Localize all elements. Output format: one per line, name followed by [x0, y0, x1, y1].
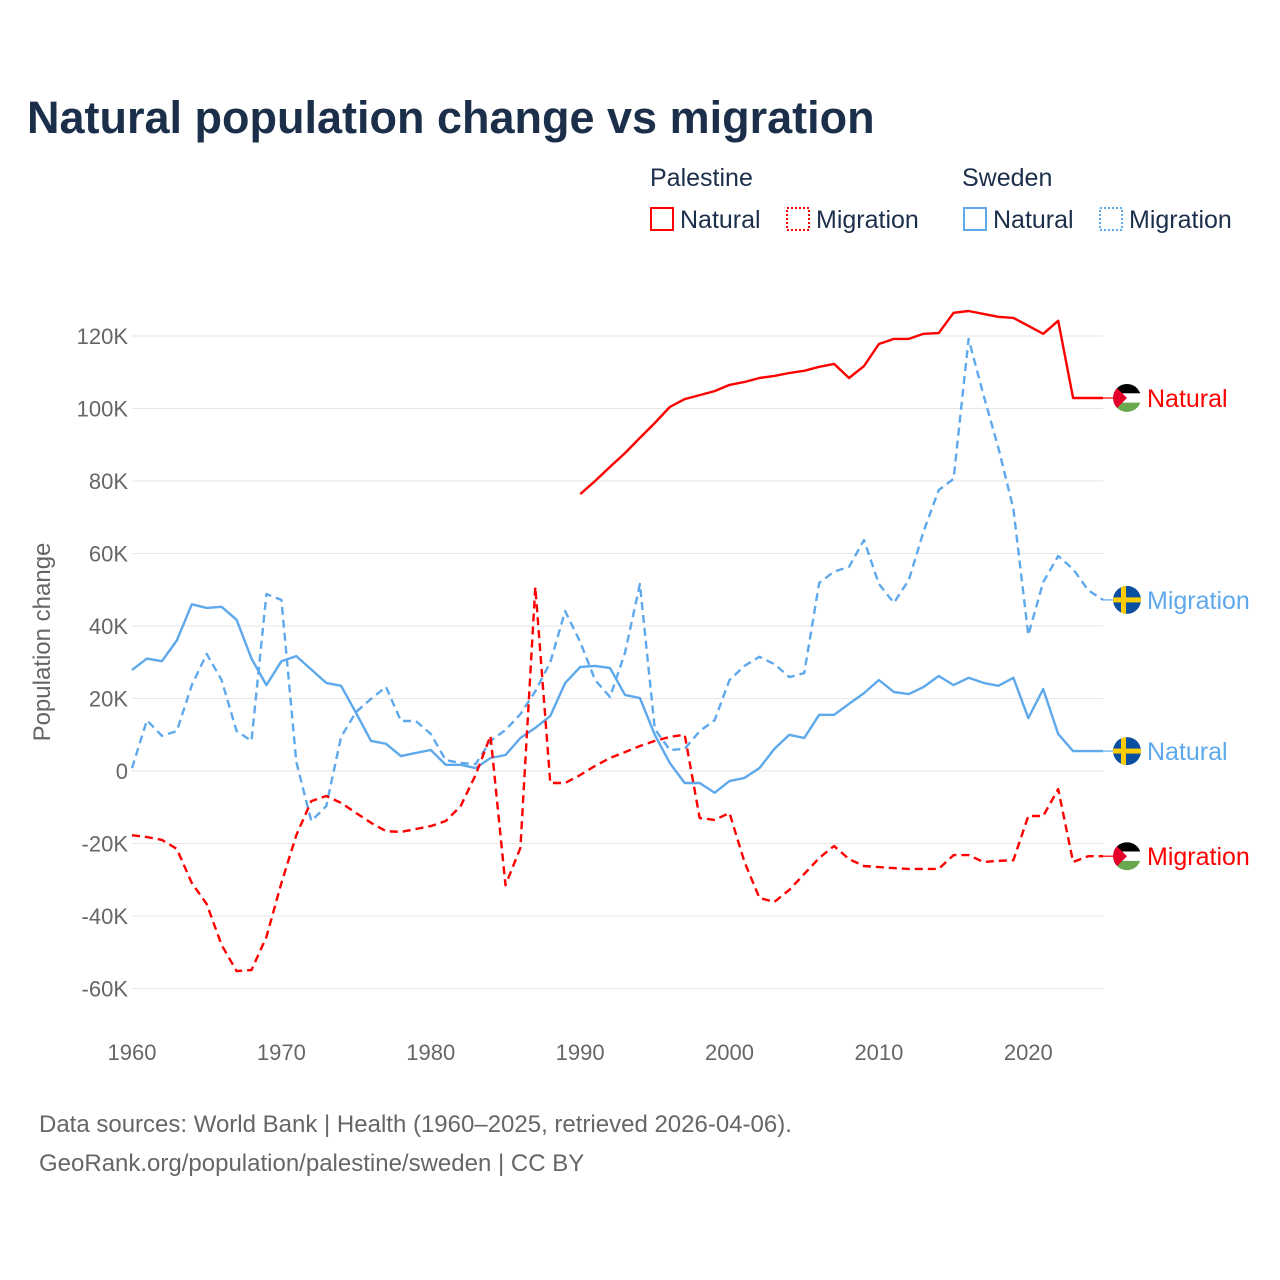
legend-label-palestine-migration[interactable]: Migration — [816, 206, 919, 234]
y-tick-label: 20K — [89, 687, 128, 712]
y-ticks: -60K -40K -20K 0 20K 40K 60K 80K 100K 120K — [77, 324, 129, 1002]
legend-label-palestine-natural[interactable]: Natural — [680, 206, 761, 234]
y-tick-label: 0 — [116, 759, 128, 784]
legend: Palestine Natural Migration Sweden Natur… — [650, 164, 1232, 234]
y-tick-label: 80K — [89, 469, 128, 494]
y-tick-label: 100K — [77, 397, 129, 422]
y-axis-label: Population change — [29, 543, 56, 742]
palestine-flag-icon — [1113, 383, 1141, 412]
end-label: Natural — [1147, 385, 1228, 413]
chart-title: Natural population change vs migration — [27, 92, 875, 143]
x-tick-label: 1980 — [406, 1040, 455, 1065]
series-line-sweden-natural[interactable] — [131, 603, 1103, 794]
x-ticks: 1960 1970 1980 1990 2000 2010 2020 — [108, 1040, 1053, 1065]
gridlines — [132, 335, 1103, 989]
y-tick-label: -20K — [82, 832, 129, 857]
legend-swatch-sweden-natural — [963, 207, 987, 231]
sweden-flag-icon — [1113, 585, 1141, 614]
x-tick-label: 2010 — [854, 1040, 903, 1065]
source-line-2[interactable]: GeoRank.org/population/palestine/sweden … — [39, 1150, 584, 1177]
legend-swatch-palestine-natural — [650, 207, 674, 231]
y-tick-label: -40K — [82, 904, 129, 929]
y-tick-label: 40K — [89, 614, 128, 639]
y-tick-label: -60K — [82, 977, 129, 1002]
series-line-palestine-migration[interactable] — [131, 585, 1103, 973]
legend-label-sweden-natural[interactable]: Natural — [993, 206, 1074, 234]
palestine-flag-icon — [1113, 842, 1141, 871]
x-tick-label: 1990 — [556, 1040, 605, 1065]
y-tick-label: 60K — [89, 542, 128, 567]
legend-swatch-sweden-migration — [1099, 207, 1123, 231]
x-tick-label: 2000 — [705, 1040, 754, 1065]
series-line-sweden-migration[interactable] — [130, 337, 1104, 823]
end-labels: Natural Migration Natural Migration — [1103, 383, 1250, 871]
x-tick-label: 1970 — [257, 1040, 306, 1065]
legend-group-sweden: Sweden — [962, 164, 1052, 192]
x-tick-label: 1960 — [108, 1040, 157, 1065]
sweden-flag-icon — [1113, 737, 1141, 766]
end-label: Migration — [1147, 587, 1250, 615]
series-lines — [130, 309, 1104, 973]
end-label: Natural — [1147, 738, 1228, 766]
end-label: Migration — [1147, 843, 1250, 871]
legend-group-palestine: Palestine — [650, 164, 753, 192]
series-line-palestine-natural[interactable] — [579, 309, 1103, 496]
legend-swatch-palestine-migration — [786, 207, 810, 231]
legend-label-sweden-migration[interactable]: Migration — [1129, 206, 1232, 234]
y-tick-label: 120K — [77, 324, 129, 349]
source-line-1: Data sources: World Bank | Health (1960–… — [39, 1111, 792, 1138]
x-tick-label: 2020 — [1004, 1040, 1053, 1065]
